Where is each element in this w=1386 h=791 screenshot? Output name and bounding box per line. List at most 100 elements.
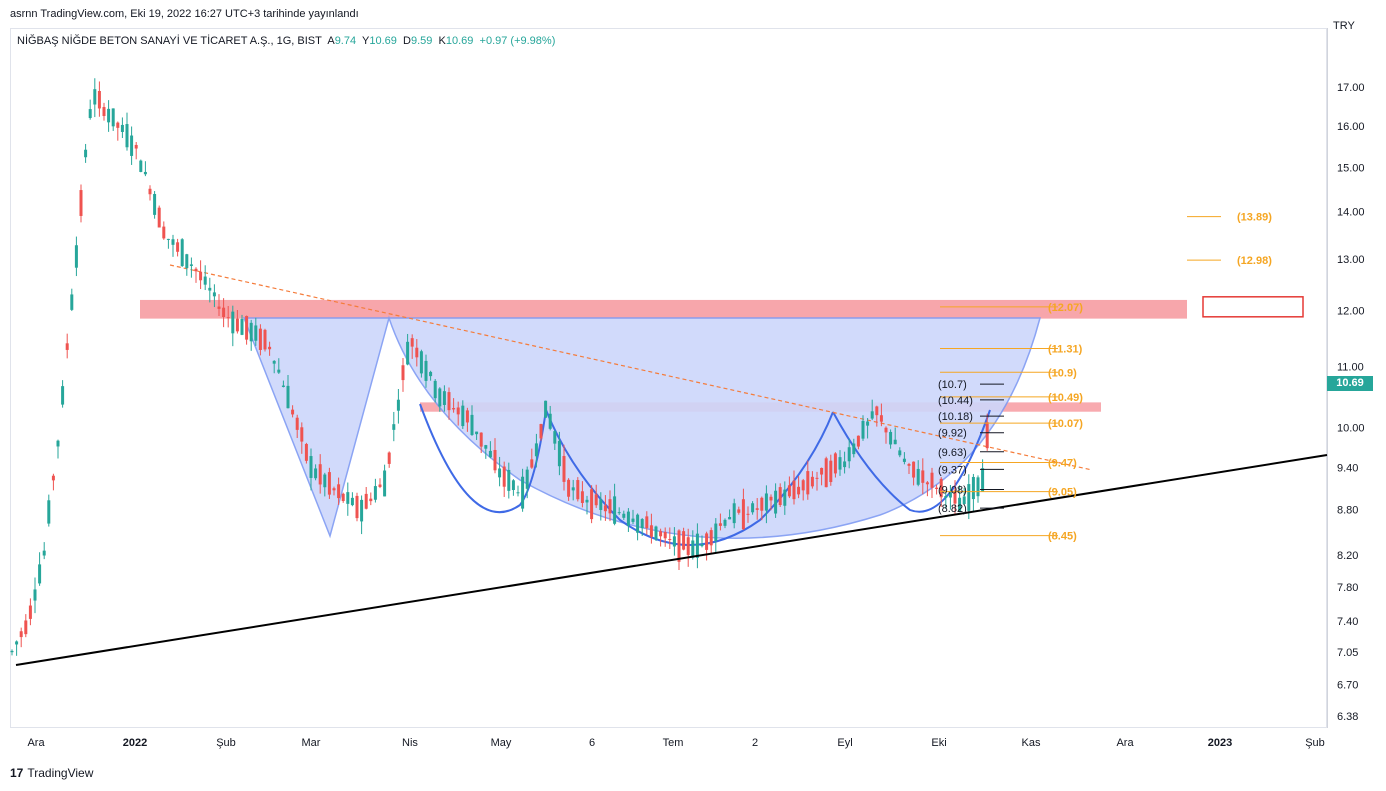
candle-body — [562, 456, 566, 482]
candle-body — [626, 511, 630, 526]
x-tick-label: 2022 — [123, 737, 147, 749]
candle-body — [962, 496, 966, 505]
candle-body — [447, 392, 451, 411]
candle-body — [916, 468, 920, 485]
candle-body — [553, 431, 557, 444]
candle-body — [346, 492, 350, 504]
resistance-zone-upper — [140, 299, 1187, 319]
candle-body — [424, 360, 428, 381]
candle-body — [442, 391, 446, 405]
candle-body — [332, 488, 336, 491]
fib-level-label: (13.89) — [1237, 212, 1272, 224]
x-tick-label: Kas — [1022, 737, 1041, 749]
candle-body — [387, 452, 391, 464]
candle-body — [590, 489, 594, 520]
candle-body — [879, 415, 883, 422]
candle-body — [51, 475, 55, 481]
candle-body — [143, 171, 147, 175]
candle-body — [406, 341, 410, 365]
candle-body — [79, 190, 83, 216]
candle-body — [88, 109, 92, 118]
candle-body — [107, 108, 111, 123]
candle-body — [116, 122, 120, 128]
high-value: 10.69 — [369, 35, 397, 47]
candle-body — [337, 484, 341, 499]
cup-area — [242, 315, 1041, 539]
candle-body — [102, 107, 106, 117]
candle-body — [516, 492, 520, 494]
y-tick-label: 14.00 — [1337, 207, 1365, 219]
candle-body — [360, 499, 364, 522]
candle-body — [461, 405, 465, 427]
y-tick-label: 7.80 — [1337, 582, 1358, 594]
candle-body — [649, 525, 653, 537]
candle-body — [967, 484, 971, 511]
candle-body — [10, 650, 14, 653]
candle-body — [148, 188, 152, 195]
candle-body — [539, 424, 543, 439]
candle-body — [783, 489, 787, 506]
candle-body — [870, 411, 874, 419]
candle-body — [475, 431, 479, 435]
y-tick-label: 8.20 — [1337, 550, 1358, 562]
candle-body — [249, 322, 253, 342]
candle-body — [640, 519, 644, 529]
candle-body — [797, 486, 801, 495]
candle-body — [120, 124, 124, 132]
candle-body — [847, 447, 851, 462]
candle-body — [709, 530, 713, 546]
candle-body — [829, 460, 833, 483]
candle-body — [74, 245, 78, 268]
candle-body — [93, 89, 97, 105]
ladder-level-label: (9.37) — [938, 464, 967, 476]
candle-body — [935, 487, 939, 489]
candle-body — [778, 487, 782, 505]
candle-body — [166, 238, 170, 240]
candle-body — [843, 461, 847, 468]
candle-body — [488, 450, 492, 458]
ladder-level-label: (9.08) — [938, 485, 967, 497]
candle-body — [171, 239, 175, 245]
last-price-badge: 10.69 — [1327, 376, 1373, 391]
candle-body — [327, 472, 331, 495]
y-tick-label: 7.05 — [1337, 647, 1358, 659]
candle-body — [599, 499, 603, 510]
x-tick-label: Nis — [402, 737, 418, 749]
candle-body — [511, 480, 515, 491]
candle-body — [258, 328, 262, 350]
fib-level-label: (12.98) — [1237, 255, 1272, 267]
candle-body — [295, 417, 299, 430]
candle-body — [38, 564, 42, 584]
close-value: 10.69 — [445, 35, 474, 47]
y-tick-label: 7.40 — [1337, 616, 1358, 628]
x-tick-label: Şub — [216, 737, 236, 749]
x-tick-label: Mar — [302, 737, 321, 749]
candle-body — [245, 315, 249, 340]
candle-body — [631, 518, 635, 522]
candle-body — [746, 513, 750, 515]
candle-body — [433, 380, 437, 399]
fib-level-label: (10.9) — [1048, 367, 1077, 379]
chart-frame[interactable] — [10, 28, 1327, 728]
candle-body — [507, 469, 511, 491]
candle-body — [65, 343, 69, 350]
fib-level-label: (9.47) — [1048, 458, 1077, 470]
candle-body — [792, 480, 796, 500]
candle-body — [751, 503, 755, 513]
candle-body — [677, 530, 681, 562]
candle-body — [815, 477, 819, 479]
candle-body — [286, 385, 290, 409]
candle-body — [212, 292, 216, 297]
candle-body — [907, 464, 911, 466]
tradingview-logo-icon: 17 — [10, 766, 24, 780]
candle-body — [856, 435, 860, 447]
y-tick-label: 13.00 — [1337, 254, 1365, 266]
symbol-legend: NİĞBAŞ NİĞDE BETON SANAYİ VE TİCARET A.Ş… — [17, 35, 556, 47]
candle-body — [479, 432, 483, 447]
candle-body — [958, 497, 962, 512]
candle-body — [663, 532, 667, 539]
ladder-level-label: (9.63) — [938, 447, 967, 459]
candle-body — [691, 540, 695, 558]
candle-body — [364, 493, 368, 509]
